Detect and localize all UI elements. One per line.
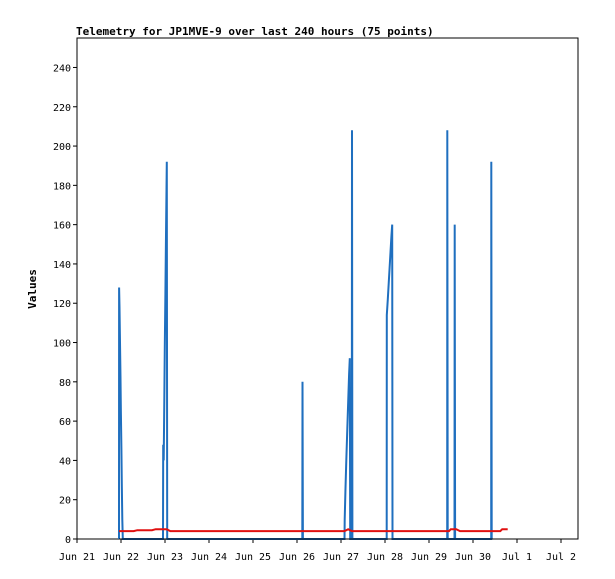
- series-line-0: [118, 130, 493, 540]
- y-tick-label: 100: [53, 339, 71, 350]
- plot-frame: [76, 37, 579, 540]
- y-tick-label: 40: [59, 456, 71, 467]
- series-line-1: [119, 528, 508, 533]
- y-tick-label: 140: [53, 260, 71, 271]
- x-tick-label: Jun 27: [323, 552, 359, 563]
- y-axis-label: Values: [26, 269, 39, 309]
- x-tick-label: Jul 2: [546, 552, 576, 563]
- y-tick-label: 120: [53, 299, 71, 310]
- x-tick-label: Jun 30: [455, 552, 491, 563]
- x-tick-label: Jun 23: [147, 552, 183, 563]
- x-tick-label: Jun 29: [411, 552, 447, 563]
- y-tick-label: 20: [59, 496, 71, 507]
- y-tick-label: 0: [65, 535, 71, 546]
- y-axis-ticks: 0 20 40 60 80 100 120 140 160 180 200 220 240: [53, 63, 77, 546]
- y-tick-label: 60: [59, 417, 71, 428]
- x-axis-ticks: Jun 21 Jun 22 Jun 23 Jun 24 Jun 25 Jun 26 Jun …: [59, 539, 576, 563]
- y-tick-label: 220: [53, 103, 71, 114]
- y-tick-label: 200: [53, 142, 71, 153]
- series-layer: [118, 130, 508, 540]
- x-tick-label: Jun 24: [191, 552, 227, 563]
- y-tick-label: 180: [53, 181, 71, 192]
- y-tick-label: 80: [59, 378, 71, 389]
- y-tick-label: 160: [53, 221, 71, 232]
- x-tick-label: Jun 21: [59, 552, 95, 563]
- x-tick-label: Jun 26: [279, 552, 315, 563]
- y-tick-label: 240: [53, 63, 71, 74]
- x-tick-label: Jul 1: [502, 552, 532, 563]
- x-tick-label: Jun 28: [367, 552, 403, 563]
- x-tick-label: Jun 25: [235, 552, 271, 563]
- x-tick-label: Jun 22: [103, 552, 139, 563]
- chart-title: Telemetry for JP1MVE-9 over last 240 hou…: [76, 25, 434, 38]
